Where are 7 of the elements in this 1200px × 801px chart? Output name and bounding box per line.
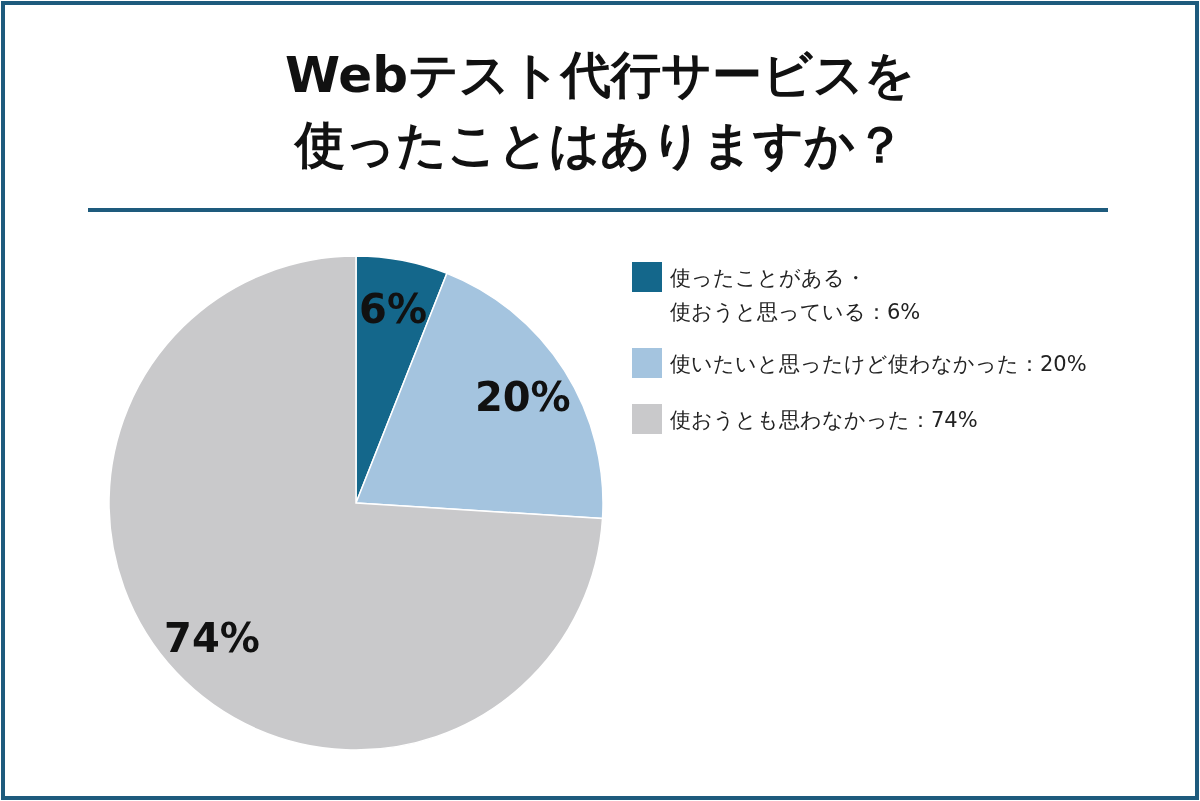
- data-label: 6%: [359, 285, 427, 332]
- data-label: 20%: [474, 374, 571, 421]
- legend-label: 使ったことがある・使おうと思っている：6%: [670, 266, 921, 324]
- legend-label: 使おうとも思わなかった：74%: [670, 408, 978, 432]
- legend-label: 使いたいと思ったけど使わなかった：20%: [670, 352, 1087, 376]
- data-label: 74%: [164, 615, 260, 662]
- chart-title: Webテスト代行サービスを使ったことはありますか？: [284, 46, 916, 174]
